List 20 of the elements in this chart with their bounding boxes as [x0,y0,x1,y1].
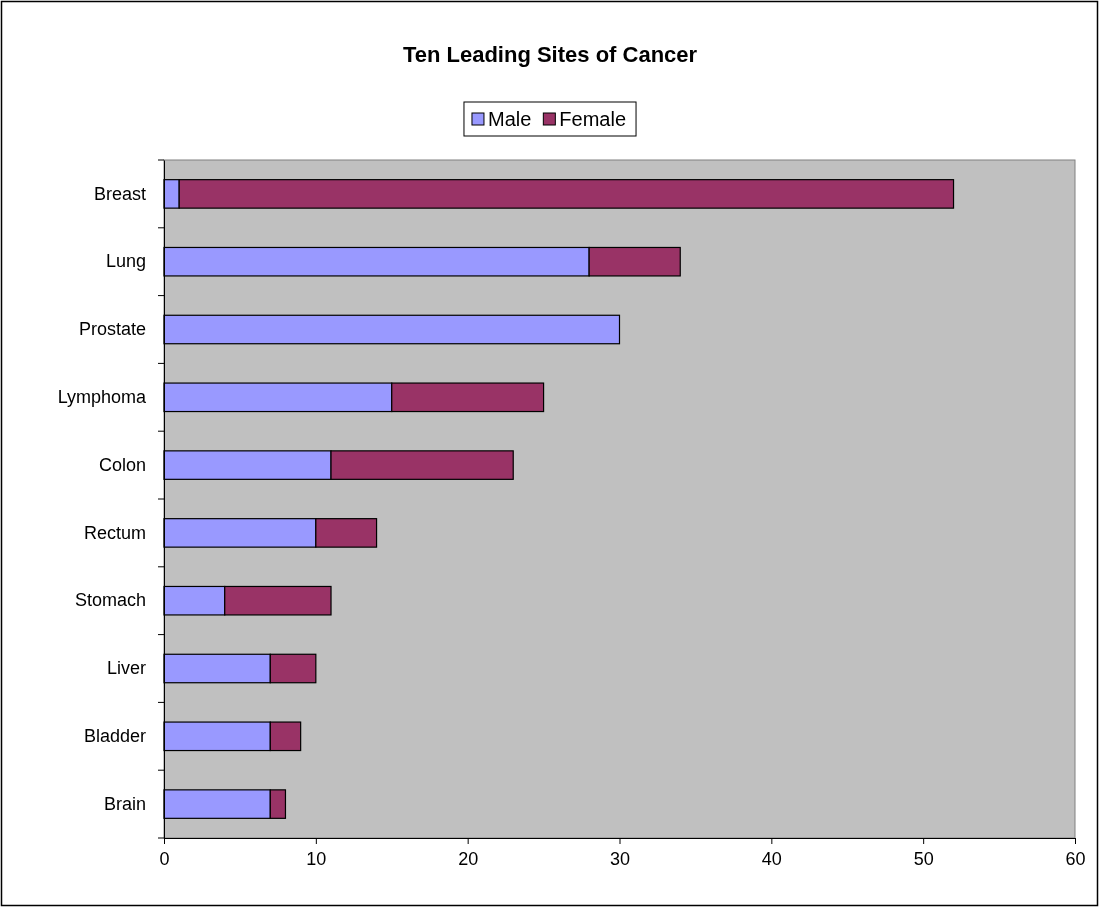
y-tick-label: Stomach [74,590,146,611]
y-tick-label: Brain [103,793,146,814]
x-tick-label: 10 [306,848,327,869]
y-tick-label: Lymphoma [57,387,147,408]
x-tick-label: 50 [913,848,934,869]
legend-label: Female [559,108,627,130]
chart-title: Ten Leading Sites of Cancer [402,42,698,67]
x-tick-label: 60 [1065,848,1086,869]
x-tick-label: 0 [159,848,170,869]
y-tick-label: Lung [105,251,146,272]
y-tick-label: Breast [93,183,146,204]
y-tick-label: Prostate [78,319,146,340]
y-tick-label: Rectum [83,522,146,543]
x-tick-label: 30 [609,848,631,869]
x-tick-label: 40 [761,848,782,869]
y-tick-label: Colon [98,454,146,475]
x-tick-label: 20 [458,848,479,869]
y-tick-label: Liver [106,658,146,679]
y-tick-label: Bladder [83,726,146,747]
legend-label: Male [487,108,532,130]
